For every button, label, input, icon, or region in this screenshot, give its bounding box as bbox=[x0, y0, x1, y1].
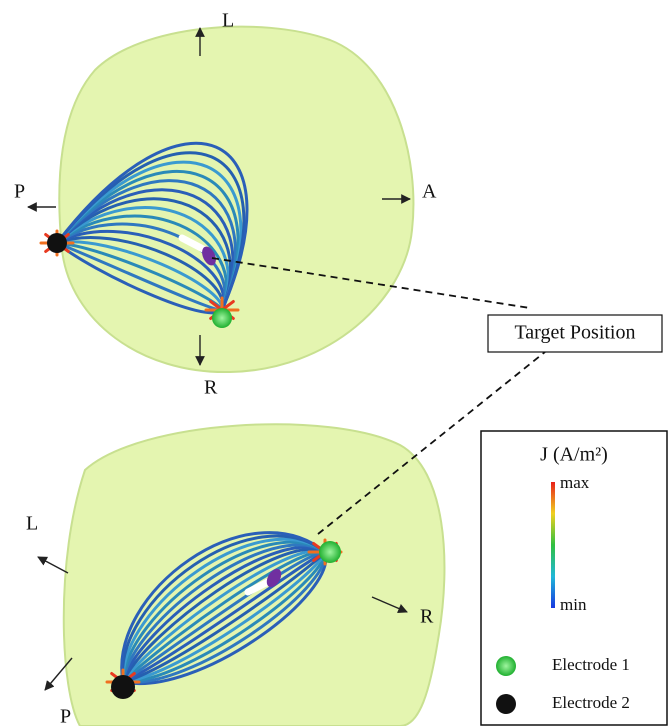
legend-marker bbox=[496, 694, 516, 714]
legend-title: J (A/m²) bbox=[540, 444, 608, 466]
electrode-1 bbox=[212, 308, 232, 328]
label: A bbox=[422, 181, 437, 203]
colorbar-max: max bbox=[560, 473, 590, 492]
legend-label: Electrode 2 bbox=[552, 693, 630, 712]
colorbar-min: min bbox=[560, 595, 587, 614]
figure: L P A R L R P Target Position J (A/m²) m… bbox=[0, 0, 668, 726]
label: L bbox=[26, 513, 38, 535]
electrode-2 bbox=[111, 675, 135, 699]
colorbar bbox=[551, 482, 555, 608]
label: L bbox=[222, 10, 234, 32]
axis-arrow bbox=[38, 557, 68, 573]
label: P bbox=[60, 706, 71, 726]
label: P bbox=[14, 181, 25, 203]
legend-marker bbox=[496, 656, 516, 676]
label: R bbox=[204, 377, 218, 399]
annotation: Target Position bbox=[514, 322, 635, 344]
electrode-2 bbox=[47, 233, 67, 253]
electrode-1 bbox=[319, 541, 341, 563]
legend-label: Electrode 1 bbox=[552, 655, 630, 674]
label: R bbox=[420, 606, 434, 628]
